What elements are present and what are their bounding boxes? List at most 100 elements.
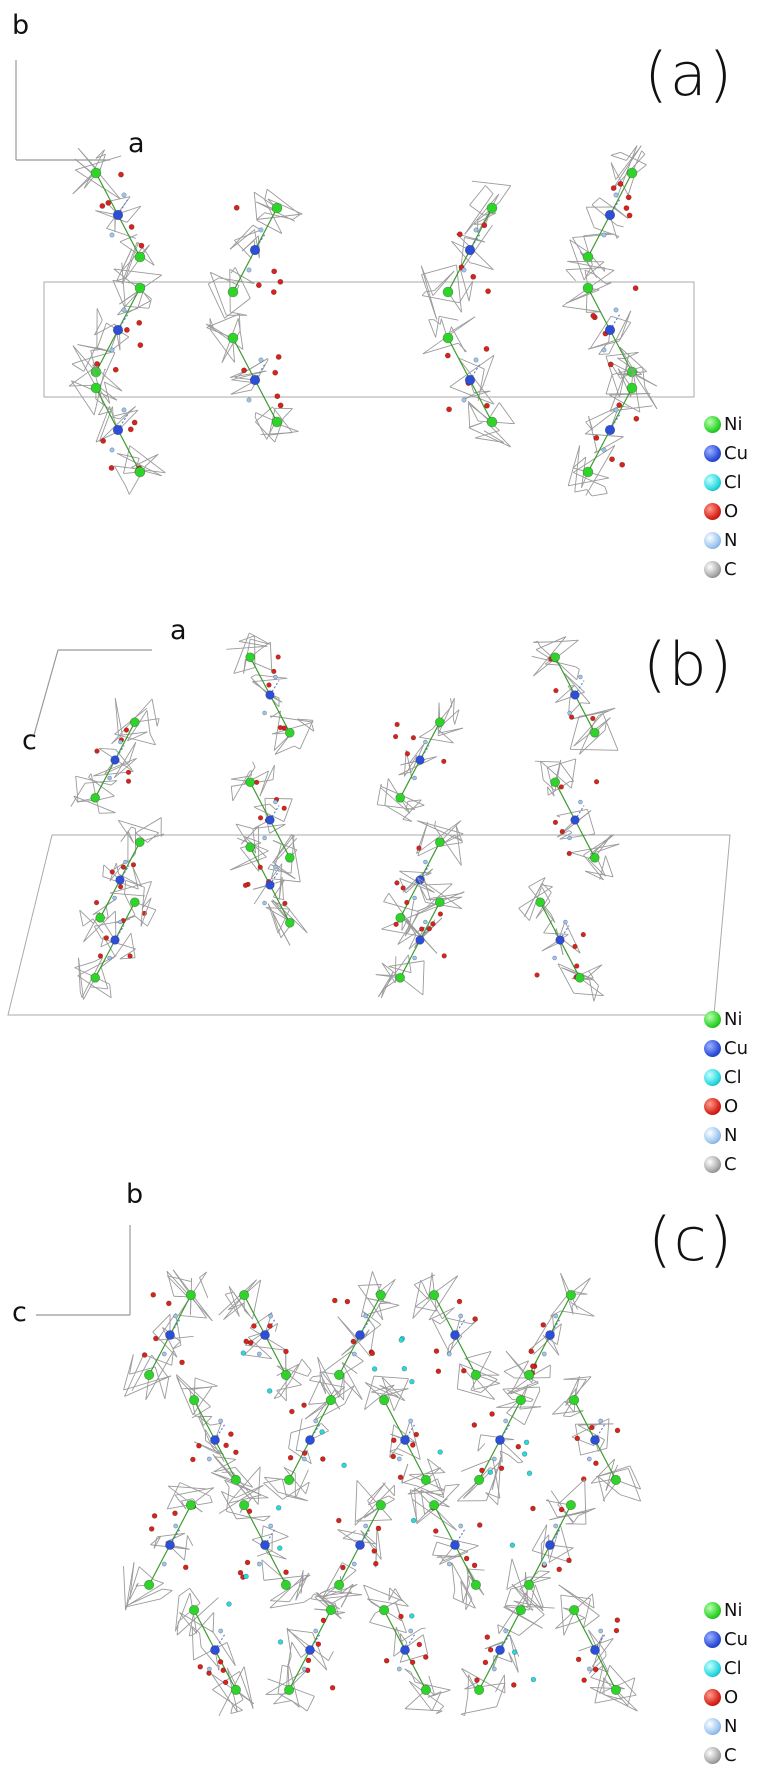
bond-line [126, 1588, 163, 1607]
chlorine-atom [409, 1613, 415, 1619]
bond-line [549, 1507, 596, 1521]
bond-line [401, 1467, 441, 1484]
bond-line [249, 656, 271, 696]
bond-line [283, 408, 293, 419]
bond-line [421, 883, 453, 886]
bond-line [492, 1458, 501, 1499]
bond-line [564, 1388, 577, 1403]
bond-line [567, 260, 615, 271]
nickel-atom [610, 1474, 621, 1485]
bond-line [620, 310, 632, 339]
bond-line [589, 980, 595, 1002]
bond-line [79, 910, 84, 927]
oxygen-atom [301, 1450, 308, 1456]
bond-line [85, 780, 118, 784]
nickel-atom [239, 1290, 250, 1301]
nickel-atom [245, 652, 255, 663]
legend-label: Cl [724, 472, 742, 493]
c-swatch [704, 1747, 721, 1764]
oxygen-atom [120, 864, 127, 870]
bond-line [437, 1487, 442, 1492]
bond-line [294, 1469, 309, 1499]
bond-line [415, 1306, 437, 1312]
bond-line [404, 754, 418, 777]
bond-line [508, 1454, 519, 1464]
bond-line [557, 1478, 586, 1505]
bond-line [457, 357, 495, 405]
bond-line [570, 1302, 595, 1317]
oxygen-atom [553, 687, 559, 694]
bond-line [238, 635, 255, 642]
bond-line [179, 1482, 211, 1497]
nitrogen-atom [313, 1628, 319, 1634]
bond-line [334, 1390, 339, 1392]
bond-line [213, 1459, 237, 1473]
oxygen-atom [556, 1566, 562, 1573]
bond-line [452, 717, 456, 725]
bond-line [594, 1439, 617, 1481]
bond-line [528, 877, 546, 888]
bond-line [451, 1562, 473, 1600]
bond-line [457, 342, 467, 352]
copper-atom [265, 880, 275, 890]
bond-line [360, 1271, 373, 1317]
nitrogen-atom [218, 1628, 224, 1634]
bond-line [574, 680, 585, 696]
oxygen-atom [609, 456, 615, 463]
bond-line [461, 1458, 493, 1472]
oxygen-atom [515, 1443, 522, 1450]
bond-line [197, 1501, 213, 1506]
bond-line [407, 900, 415, 933]
oxygen-atom [419, 926, 425, 932]
bond-line [419, 721, 441, 761]
bond-line [333, 1591, 353, 1603]
bond-line [402, 918, 421, 937]
nitrogen-atom [273, 799, 278, 805]
oxygen-atom [128, 224, 135, 230]
bond-line [121, 262, 126, 307]
bond-line [569, 239, 585, 281]
bond-line [112, 406, 114, 417]
ni-swatch [704, 416, 721, 433]
bond-line [125, 242, 139, 279]
bond-line [433, 1294, 456, 1336]
nitrogen-atom [363, 1523, 369, 1529]
bond-line [261, 1559, 289, 1583]
bond-line [260, 1525, 264, 1540]
oxygen-atom [137, 342, 144, 349]
chlorine-atom [487, 1469, 493, 1475]
bond-line [547, 758, 576, 768]
nickel-atom [434, 717, 445, 727]
bond-line [453, 1597, 476, 1609]
bond-line [77, 975, 112, 999]
bond-line [193, 1399, 216, 1441]
bond-line [412, 1280, 422, 1319]
bond-line [585, 870, 614, 878]
bond-line [167, 1275, 189, 1298]
bond-line [402, 799, 422, 820]
bond-line [575, 1277, 591, 1302]
chlorine-atom [511, 1649, 518, 1655]
bond-line [166, 1271, 175, 1297]
bond-line [567, 260, 605, 263]
bond-line [79, 991, 83, 998]
bond-line [594, 1694, 637, 1704]
bond-line [192, 1498, 199, 1506]
bond-line [451, 1562, 456, 1590]
bond-line [579, 977, 604, 997]
oxygen-atom [558, 1506, 565, 1513]
oxygen-atom [287, 1454, 294, 1461]
bond-line [518, 1614, 545, 1636]
oxygen-atom [277, 724, 284, 731]
nitrogen-atom [567, 710, 572, 716]
bond-line [605, 356, 620, 398]
bond-line [356, 1519, 392, 1522]
bond-line [214, 1456, 237, 1460]
axis-indicator-c [36, 1225, 131, 1316]
nitrogen-atom [258, 357, 264, 363]
copper-atom [415, 935, 425, 945]
bond-line [449, 386, 495, 405]
bond-line [356, 1480, 393, 1521]
bond-line [420, 265, 438, 320]
bond-line [306, 1449, 312, 1464]
